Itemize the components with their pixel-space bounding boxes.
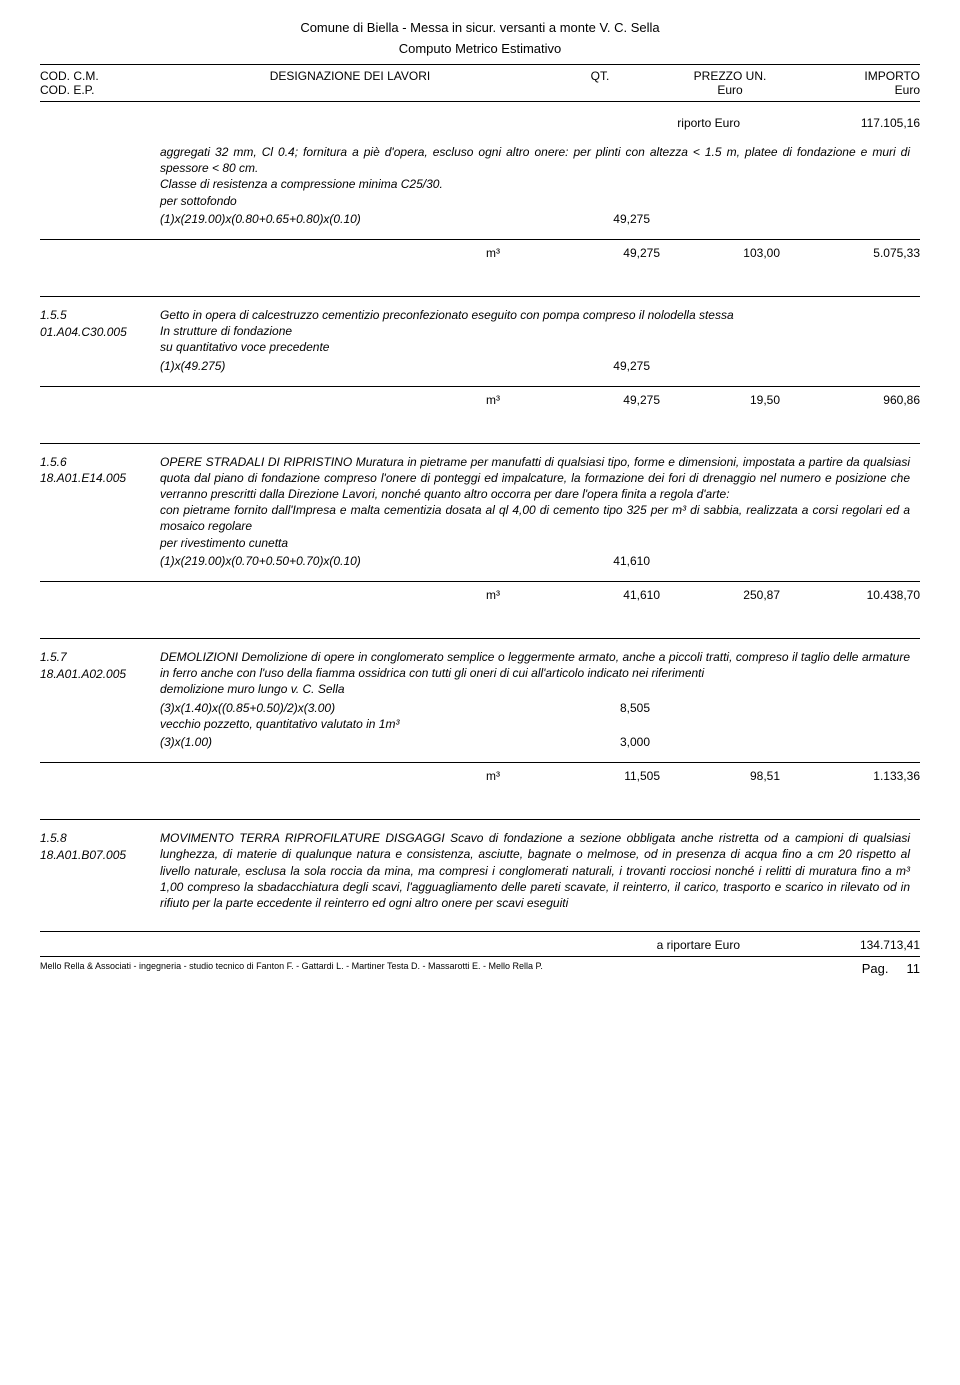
calc-formula: (3)x(1.40)x((0.85+0.50)/2)x(3.00) (160, 700, 530, 716)
summary-unit: m³ (160, 588, 540, 602)
summary-row: m³ 49,275 103,00 5.075,33 (40, 239, 920, 266)
summary-row: m³ 11,505 98,51 1.133,36 (40, 762, 920, 789)
item-desc: OPERE STRADALI DI RIPRISTINO Muratura in… (160, 454, 910, 503)
col-price-unit: Euro (660, 83, 800, 97)
doc-subtitle: Computo Metrico Estimativo (40, 41, 920, 56)
summary-unit: m³ (160, 393, 540, 407)
summary-price: 103,00 (660, 246, 800, 260)
calc-result: 49,275 (530, 211, 650, 227)
table-header: COD. C.M. COD. E.P. DESIGNAZIONE DEI LAV… (40, 64, 920, 102)
col-price: PREZZO UN. (660, 69, 800, 83)
col-ep: COD. E.P. (40, 83, 160, 97)
riporto-value: 117.105,16 (800, 116, 920, 130)
calc-result: 3,000 (530, 734, 650, 750)
summary-qty: 11,505 (540, 769, 660, 783)
item-sub: su quantitativo voce precedente (160, 339, 910, 355)
riporto-label: riporto Euro (40, 116, 800, 130)
riportare-value: 134.713,41 (800, 938, 920, 952)
page-label: Pag. (862, 961, 889, 976)
riportare-row: a riportare Euro 134.713,41 (40, 931, 920, 952)
summary-importo: 960,86 (800, 393, 920, 407)
calc-result: 49,275 (530, 358, 650, 374)
item-row: aggregati 32 mm, Cl 0.4; fornitura a piè… (40, 144, 920, 227)
calc-formula: (1)x(219.00)x(0.70+0.50+0.70)x(0.10) (160, 553, 530, 569)
item-desc2: In strutture di fondazione (160, 323, 910, 339)
item-row: 1.5.5 01.A04.C30.005 Getto in opera di c… (40, 296, 920, 374)
page-number: 11 (907, 961, 921, 976)
item-sub: demolizione muro lungo v. C. Sella (160, 681, 910, 697)
item-row: 1.5.8 18.A01.B07.005 MOVIMENTO TERRA RIP… (40, 819, 920, 911)
item-desc2: Classe di resistenza a compressione mini… (160, 176, 910, 192)
item-row: 1.5.7 18.A01.A02.005 DEMOLIZIONI Demoliz… (40, 638, 920, 750)
summary-price: 98,51 (660, 769, 800, 783)
summary-qty: 41,610 (540, 588, 660, 602)
item-sub: per sottofondo (160, 193, 910, 209)
col-importo-unit: Euro (800, 83, 920, 97)
calc-result: 41,610 (530, 553, 650, 569)
footer-credits: Mello Rella & Associati - ingegneria - s… (40, 961, 543, 976)
summary-unit: m³ (160, 246, 540, 260)
item-ep: 18.A01.E14.005 (40, 470, 160, 487)
summary-importo: 1.133,36 (800, 769, 920, 783)
item-cm: 1.5.6 (40, 454, 160, 471)
calc-result: 8,505 (530, 700, 650, 716)
doc-title: Comune di Biella - Messa in sicur. versa… (40, 20, 920, 35)
item-desc: Getto in opera di calcestruzzo cementizi… (160, 307, 910, 323)
item-desc: MOVIMENTO TERRA RIPROFILATURE DISGAGGI S… (160, 830, 910, 911)
riportare-label: a riportare Euro (40, 938, 800, 952)
riporto-row: riporto Euro 117.105,16 (40, 102, 920, 140)
summary-importo: 5.075,33 (800, 246, 920, 260)
summary-unit: m³ (160, 769, 540, 783)
summary-price: 19,50 (660, 393, 800, 407)
item-cm: 1.5.5 (40, 307, 160, 324)
item-cm: 1.5.8 (40, 830, 160, 847)
summary-row: m³ 41,610 250,87 10.438,70 (40, 581, 920, 608)
col-qt: QT. (540, 69, 660, 97)
summary-importo: 10.438,70 (800, 588, 920, 602)
item-desc2: con pietrame fornito dall'Impresa e malt… (160, 502, 910, 534)
item-ep: 18.A01.A02.005 (40, 666, 160, 683)
item-cm: 1.5.7 (40, 649, 160, 666)
item-desc: DEMOLIZIONI Demolizione di opere in cong… (160, 649, 910, 681)
item-sub2: vecchio pozzetto, quantitativo valutato … (160, 716, 910, 732)
col-importo: IMPORTO (800, 69, 920, 83)
item-ep: 01.A04.C30.005 (40, 324, 160, 341)
item-sub: per rivestimento cunetta (160, 535, 910, 551)
summary-row: m³ 49,275 19,50 960,86 (40, 386, 920, 413)
col-desc: DESIGNAZIONE DEI LAVORI (160, 69, 540, 97)
col-cm: COD. C.M. (40, 69, 160, 83)
summary-price: 250,87 (660, 588, 800, 602)
summary-qty: 49,275 (540, 393, 660, 407)
page-footer: Mello Rella & Associati - ingegneria - s… (40, 956, 920, 976)
item-desc: aggregati 32 mm, Cl 0.4; fornitura a piè… (160, 144, 910, 176)
calc-formula: (3)x(1.00) (160, 734, 530, 750)
item-ep: 18.A01.B07.005 (40, 847, 160, 864)
calc-formula: (1)x(49.275) (160, 358, 530, 374)
calc-formula: (1)x(219.00)x(0.80+0.65+0.80)x(0.10) (160, 211, 530, 227)
summary-qty: 49,275 (540, 246, 660, 260)
item-row: 1.5.6 18.A01.E14.005 OPERE STRADALI DI R… (40, 443, 920, 569)
